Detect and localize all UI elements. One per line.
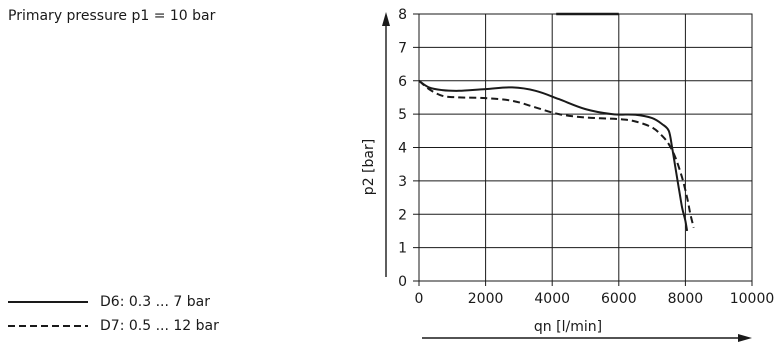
legend-swatch-solid (8, 301, 88, 303)
legend-item-d6: D6: 0.3 ... 7 bar (8, 292, 219, 312)
x-tick-label: 10000 (730, 291, 775, 307)
y-tick-label: 1 (398, 241, 407, 257)
axes (382, 12, 752, 342)
x-tick-label: 8000 (668, 291, 704, 307)
series-line-d7 (418, 80, 695, 228)
series-line-d6 (418, 79, 689, 232)
x-tick-label: 0 (415, 291, 424, 307)
y-tick-label: 7 (398, 40, 407, 56)
x-axis-label: qn [l/min] (534, 319, 602, 335)
y-axis-arrowhead (382, 12, 390, 26)
y-tick-label: 5 (398, 107, 407, 123)
legend: D6: 0.3 ... 7 bar D7: 0.5 ... 12 bar (8, 292, 219, 340)
y-tick-label: 6 (398, 74, 407, 90)
legend-label-d7: D7: 0.5 ... 12 bar (100, 318, 219, 334)
legend-swatch-dashed (8, 325, 88, 327)
grid (418, 12, 753, 282)
y-axis-label: p2 [bar] (361, 139, 377, 195)
x-tick-label: 4000 (534, 291, 570, 307)
y-tick-label: 2 (398, 207, 407, 223)
y-tick-label: 4 (398, 141, 407, 157)
x-axis-arrowhead (738, 334, 752, 342)
legend-item-d7: D7: 0.5 ... 12 bar (8, 316, 219, 336)
series-lines (418, 79, 695, 232)
legend-label-d6: D6: 0.3 ... 7 bar (100, 294, 210, 310)
tick-labels: 0 1 2 3 4 5 6 7 8 0 2000 4000 6000 8000 10000 (398, 7, 774, 307)
x-tick-label: 2000 (468, 291, 504, 307)
y-tick-label: 8 (398, 7, 407, 23)
y-tick-label: 3 (398, 174, 407, 190)
y-tick-label: 0 (398, 274, 407, 290)
primary-pressure-note: Primary pressure p1 = 10 bar (8, 8, 216, 24)
x-tick-label: 6000 (601, 291, 637, 307)
